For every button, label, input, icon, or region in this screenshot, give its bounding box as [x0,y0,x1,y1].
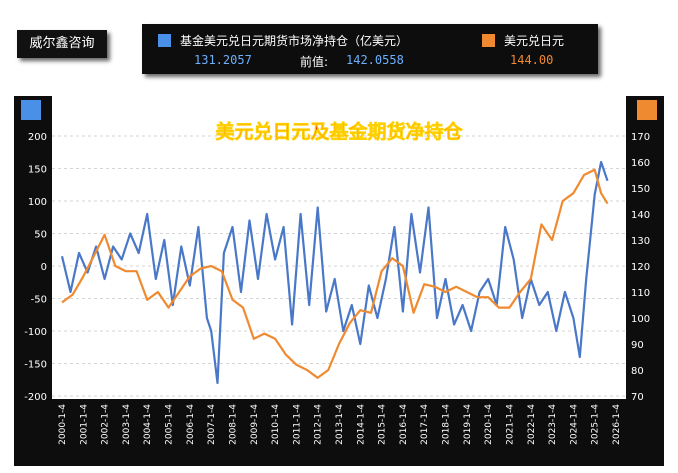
series1-swatch [158,34,171,47]
series2-value: 144.00 [510,53,554,67]
series2-label: 美元兑日元 [504,34,565,48]
right-tick-label: 150 [631,184,650,195]
x-tick-label: 2005-1-4 [165,404,175,445]
x-tick-label: 2003-1-4 [122,404,132,445]
right-tick-label: 170 [631,132,650,143]
x-tick-label: 2010-1-4 [271,404,281,445]
left-tick-label: 0 [41,262,47,273]
right-tick-label: 70 [631,392,644,403]
chart-title: 美元兑日元及基金期货净持仓 [215,120,463,143]
left-tick-label: 50 [34,230,47,241]
x-tick-label: 2014-1-4 [356,404,366,445]
right-tick-label: 130 [631,236,650,247]
x-tick-label: 2015-1-4 [378,404,388,445]
right-tick-label: 110 [631,288,650,299]
bottom-axis-panel [14,399,664,466]
plot-area [52,96,626,399]
x-tick-label: 2002-1-4 [101,404,111,445]
right-tick-label: 80 [631,366,644,377]
x-tick-label: 2006-1-4 [186,404,196,445]
x-tick-label: 2013-1-4 [335,404,345,445]
net-position-line [60,160,609,385]
x-tick-label: 2020-1-4 [484,404,494,445]
series2-swatch [482,34,495,47]
x-tick-label: 2024-1-4 [569,404,579,445]
x-tick-label: 2021-1-4 [505,404,515,445]
brand-logo: 威尔鑫咨询 [17,30,107,58]
x-tick-label: 2016-1-4 [399,404,409,445]
x-tick-label: 2004-1-4 [143,404,153,445]
right-tick-label: 100 [631,314,650,325]
x-tick-label: 2009-1-4 [250,404,260,445]
x-tick-label: 2023-1-4 [548,404,558,445]
legend-panel: 基金美元兑日元期货市场净持仓（亿美元） 131.2057 前值: 142.055… [142,24,598,74]
series1-value: 131.2057 [194,53,252,67]
x-tick-label: 2025-1-4 [591,404,601,445]
left-tick-label: -100 [24,327,47,338]
left-tick-label: -150 [24,360,47,371]
left-tick-label: -200 [24,392,47,403]
left-tick-label: 100 [28,197,47,208]
series1-label: 基金美元兑日元期货市场净持仓（亿美元） [180,34,409,48]
left-tick-label: 200 [28,132,47,143]
left-axis-swatch [21,100,41,120]
right-axis-swatch [637,100,657,120]
x-tick-label: 2019-1-4 [463,404,473,445]
x-tick-label: 2001-1-4 [79,404,89,445]
x-tick-label: 2007-1-4 [207,404,217,445]
left-tick-label: -50 [31,295,47,306]
x-tick-label: 2017-1-4 [420,404,430,445]
x-tick-label: 2011-1-4 [292,404,302,445]
right-tick-label: 120 [631,262,650,273]
x-tick-label: 2012-1-4 [314,404,324,445]
x-tick-label: 2008-1-4 [228,404,238,445]
chart-container: 200 150 100 50 0 -50 -100 -150 -200 170 160 150 140… [14,96,664,466]
prev-label: 前值: [300,55,329,69]
x-tick-label: 2018-1-4 [442,404,452,445]
x-tick-label: 2022-1-4 [527,404,537,445]
right-tick-label: 160 [631,158,650,169]
usdjpy-line [61,168,609,379]
left-tick-label: 150 [28,165,47,176]
right-tick-label: 90 [631,340,644,351]
right-tick-label: 140 [631,210,650,221]
x-tick-label: 2026-1-4 [612,404,622,445]
chart-svg: 200 150 100 50 0 -50 -100 -150 -200 170 160 150 140… [14,96,664,466]
x-tick-label: 2000-1-4 [58,404,68,445]
prev-value: 142.0558 [346,53,404,67]
